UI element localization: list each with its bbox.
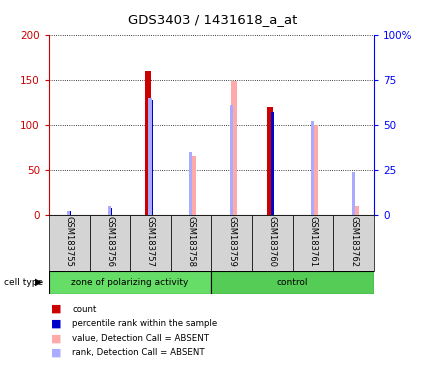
Text: GSM183756: GSM183756 [105, 216, 114, 267]
FancyBboxPatch shape [211, 215, 252, 271]
Bar [145, 71, 151, 215]
Bar [189, 152, 193, 215]
FancyBboxPatch shape [252, 215, 293, 271]
Text: GSM183760: GSM183760 [268, 216, 277, 267]
Bar [149, 99, 153, 215]
FancyBboxPatch shape [293, 215, 333, 271]
Text: ■: ■ [51, 333, 62, 343]
Text: cell type: cell type [4, 278, 43, 287]
Bar [68, 210, 71, 215]
Bar [148, 98, 152, 215]
Text: ■: ■ [51, 319, 62, 329]
Bar [353, 206, 359, 215]
Bar [190, 156, 196, 215]
Text: ■: ■ [51, 304, 62, 314]
Text: GSM183758: GSM183758 [187, 216, 196, 267]
Text: GSM183755: GSM183755 [65, 216, 74, 267]
FancyBboxPatch shape [49, 271, 211, 294]
FancyBboxPatch shape [49, 215, 90, 271]
Text: GSM183759: GSM183759 [227, 216, 236, 267]
Bar [230, 105, 233, 215]
FancyBboxPatch shape [171, 215, 211, 271]
Text: GSM183757: GSM183757 [146, 216, 155, 267]
Bar [67, 210, 71, 215]
Text: value, Detection Call = ABSENT: value, Detection Call = ABSENT [72, 334, 209, 343]
Text: count: count [72, 305, 96, 314]
Text: percentile rank within the sample: percentile rank within the sample [72, 319, 218, 328]
Text: control: control [277, 278, 309, 287]
Text: ▶: ▶ [35, 277, 43, 287]
Text: rank, Detection Call = ABSENT: rank, Detection Call = ABSENT [72, 348, 205, 358]
Bar [109, 208, 112, 215]
Bar [312, 125, 318, 215]
Bar [351, 172, 355, 215]
Text: ■: ■ [51, 348, 62, 358]
Bar [231, 81, 237, 215]
Bar [271, 112, 275, 215]
Text: GDS3403 / 1431618_a_at: GDS3403 / 1431618_a_at [128, 13, 297, 26]
Bar [108, 206, 111, 215]
FancyBboxPatch shape [130, 215, 171, 271]
Bar [311, 121, 314, 215]
Text: GSM183761: GSM183761 [309, 216, 317, 267]
FancyBboxPatch shape [211, 271, 374, 294]
Bar [267, 107, 273, 215]
Text: GSM183762: GSM183762 [349, 216, 358, 267]
Text: zone of polarizing activity: zone of polarizing activity [71, 278, 189, 287]
FancyBboxPatch shape [333, 215, 374, 271]
FancyBboxPatch shape [90, 215, 130, 271]
